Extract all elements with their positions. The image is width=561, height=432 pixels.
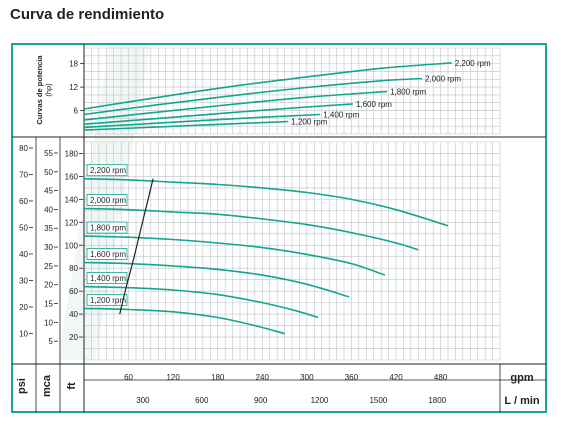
psi-tick-label: 10	[19, 329, 28, 338]
head-curve-2200-rpm	[83, 177, 449, 227]
head-curve-label: 1,800 rpm	[90, 224, 126, 233]
ft-tick-label: 80	[69, 264, 78, 273]
gpm-tick-label: 240	[256, 373, 270, 382]
psi-unit-label: psi	[16, 378, 28, 394]
psi-tick-label: 20	[19, 303, 28, 312]
power-curve-label: 1,600 rpm	[356, 100, 392, 109]
psi-tick-label: 80	[19, 144, 28, 153]
head-curve-label: 2,000 rpm	[90, 196, 126, 205]
lmin-tick-label: 300	[136, 396, 150, 405]
head-curve-label-box	[86, 164, 128, 177]
ft-tick-label: 60	[69, 287, 78, 296]
gpm-unit-label: gpm	[510, 372, 533, 384]
power-tick-label: 12	[69, 83, 78, 92]
mca-tick-label: 25	[44, 262, 53, 271]
ft-tick-label: 180	[65, 149, 79, 158]
psi-tick-label: 40	[19, 250, 28, 259]
mca-tick-label: 50	[44, 168, 53, 177]
gpm-tick-label: 300	[300, 373, 314, 382]
gpm-tick-label: 360	[345, 373, 359, 382]
chart-title: Curva de rendimiento	[10, 6, 165, 23]
psi-tick-label: 70	[19, 170, 28, 179]
mca-tick-label: 30	[44, 243, 53, 252]
head-curve-label-box	[86, 293, 128, 306]
ft-tick-label: 120	[65, 218, 79, 227]
head-curve-label-box	[86, 272, 128, 284]
head-curve-label: 1,400 rpm	[90, 274, 126, 283]
head-curve-label: 1,600 rpm	[90, 250, 126, 259]
chart-frame	[11, 43, 547, 413]
head-curve-label-box	[86, 221, 128, 234]
power-axis-label: Curvas de potencia	[35, 55, 44, 125]
power-curve-2000-rpm	[83, 77, 423, 116]
lmin-tick-label: 1800	[428, 396, 446, 405]
head-curve-1600-rpm	[83, 261, 350, 298]
ft-tick-label: 20	[69, 333, 78, 342]
power-tick-label: 18	[69, 60, 78, 69]
gpm-tick-label: 420	[389, 373, 403, 382]
mca-tick-label: 20	[44, 281, 53, 290]
ft-tick-label: 40	[69, 310, 78, 319]
gpm-tick-label: 120	[166, 373, 180, 382]
gpm-tick-label: 480	[434, 373, 448, 382]
power-curve-1200-rpm	[83, 120, 289, 131]
lmin-tick-label: 1500	[369, 396, 387, 405]
power-axis-unit: (hp)	[44, 83, 53, 97]
psi-tick-label: 60	[19, 197, 28, 206]
power-tick-label: 6	[74, 107, 79, 116]
power-curve-label: 1,200 rpm	[291, 117, 327, 126]
head-curve-1800-rpm	[83, 235, 386, 276]
lmin-unit-label: L / min	[504, 395, 540, 407]
gpm-tick-label: 180	[211, 373, 225, 382]
head-curve-2000-rpm	[83, 207, 419, 251]
lmin-tick-label: 1200	[311, 396, 329, 405]
power-curve-label: 1,800 rpm	[390, 87, 426, 96]
ft-unit-label: ft	[66, 382, 78, 390]
head-curve-label-box	[86, 248, 128, 260]
mca-unit-label: mca	[41, 374, 53, 397]
mca-tick-label: 45	[44, 187, 53, 196]
mca-tick-label: 10	[44, 318, 53, 327]
power-curve-1400-rpm	[83, 113, 321, 129]
power-curve-2200-rpm	[83, 62, 452, 110]
power-curve-label: 1,400 rpm	[323, 110, 359, 119]
head-curve-label: 1,200 rpm	[90, 296, 126, 305]
lmin-tick-label: 600	[195, 396, 209, 405]
power-curve-1800-rpm	[83, 90, 388, 121]
psi-tick-label: 50	[19, 223, 28, 232]
power-curve-label: 2,000 rpm	[425, 74, 461, 83]
power-curve-1600-rpm	[83, 103, 353, 125]
head-curve-1400-rpm	[83, 285, 319, 319]
ft-tick-label: 140	[65, 195, 79, 204]
ft-tick-label: 160	[65, 172, 79, 181]
gpm-tick-label: 60	[124, 373, 133, 382]
mca-tick-label: 35	[44, 224, 53, 233]
head-curve-label-box	[86, 194, 128, 206]
lmin-tick-label: 900	[254, 396, 268, 405]
mca-tick-label: 5	[49, 337, 54, 346]
head-curve-1200-rpm	[83, 307, 285, 335]
mca-tick-label: 40	[44, 205, 53, 214]
power-curve-label: 2,200 rpm	[455, 59, 491, 68]
operating-limit-line	[119, 178, 154, 315]
ft-tick-label: 100	[65, 241, 79, 250]
mca-tick-label: 15	[44, 300, 53, 309]
psi-tick-label: 30	[19, 276, 28, 285]
head-curve-label: 2,200 rpm	[90, 166, 126, 175]
mca-tick-label: 55	[44, 149, 53, 158]
